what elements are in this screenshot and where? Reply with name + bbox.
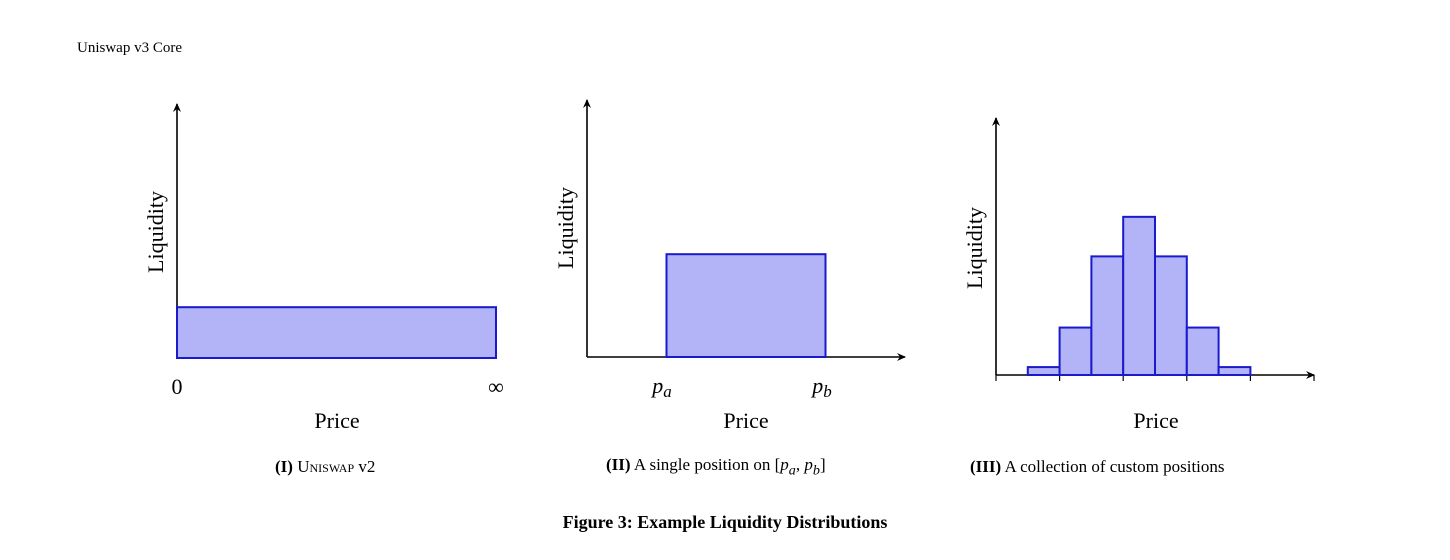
panel-i-tick-inf: ∞ — [488, 374, 504, 399]
panel-ii-tick-pb: pb — [810, 373, 832, 401]
panel-iii-bars — [1026, 215, 1252, 377]
panel-ii: Liquidity pa pb Price — [553, 99, 906, 433]
panel-i-tick-0: 0 — [172, 374, 183, 399]
panel-iii-bar-1 — [1058, 326, 1093, 376]
panel-i: Liquidity 0 ∞ Price — [143, 103, 504, 433]
panel-ii-bar-0 — [665, 253, 827, 358]
panel-ii-ylabel: Liquidity — [553, 187, 578, 269]
caption-i: (I) Uniswap v2 — [275, 457, 376, 476]
panel-ii-xlabel: Price — [723, 408, 768, 433]
panel-iii-bar-3 — [1122, 215, 1156, 376]
panel-iii-bar-4 — [1154, 255, 1188, 376]
caption-ii: (II) A single position on [pa, pb] — [606, 455, 826, 479]
panel-iii-bar-0 — [1026, 366, 1061, 377]
panel-iii-bar-2 — [1090, 255, 1125, 376]
panel-ii-bars — [665, 253, 827, 358]
figure-caption: Figure 3: Example Liquidity Distribution… — [562, 512, 888, 532]
panel-i-ylabel: Liquidity — [143, 191, 168, 273]
caption-iii: (III) A collection of custom positions — [970, 457, 1225, 476]
panel-iii-ylabel: Liquidity — [962, 207, 987, 289]
panel-i-xlabel: Price — [314, 408, 359, 433]
panel-iii-bar-5 — [1185, 326, 1220, 376]
panel-ii-tick-pa: pa — [650, 373, 672, 401]
panel-iii-bar-6 — [1217, 366, 1252, 377]
panel-i-bar-0 — [176, 306, 497, 360]
panel-i-bars — [176, 306, 497, 360]
panel-iii: Liquidity Price — [962, 117, 1315, 433]
running-header: Uniswap v3 Core — [77, 40, 182, 56]
panel-iii-xlabel: Price — [1133, 408, 1178, 433]
